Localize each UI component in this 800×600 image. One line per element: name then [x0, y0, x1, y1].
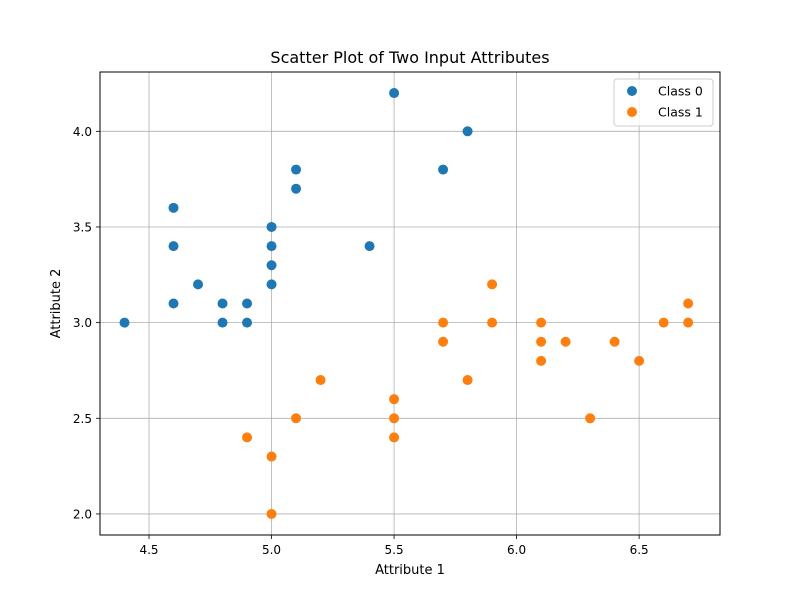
legend-label-class-0: Class 0 — [658, 84, 703, 99]
x-axis-ticks: 4.5 5.0 5.5 6.0 6.5 — [139, 535, 649, 557]
x-tick-label: 5.5 — [385, 543, 404, 557]
scatter-point-class-1 — [536, 336, 547, 347]
y-axis-label: Attribute 2 — [49, 269, 64, 339]
scatter-point-class-1 — [291, 413, 302, 424]
scatter-point-class-1 — [438, 317, 449, 328]
scatter-point-class-0 — [389, 88, 400, 99]
scatter-point-class-0 — [266, 241, 277, 252]
scatter-point-class-1 — [389, 432, 400, 443]
scatter-point-class-1 — [536, 355, 547, 366]
y-tick-label: 3.0 — [73, 316, 92, 330]
y-axis-ticks: 2.0 2.5 3.0 3.5 4.0 — [73, 125, 100, 521]
scatter-point-class-1 — [389, 413, 400, 424]
data-points — [119, 88, 694, 519]
scatter-point-class-1 — [438, 336, 449, 347]
scatter-point-class-0 — [168, 241, 179, 252]
scatter-point-class-1 — [560, 336, 571, 347]
scatter-point-class-1 — [585, 413, 596, 424]
scatter-point-class-0 — [438, 164, 449, 175]
scatter-point-class-0 — [266, 221, 277, 232]
scatter-point-class-0 — [193, 279, 204, 290]
x-tick-label: 6.5 — [630, 543, 649, 557]
scatter-point-class-1 — [683, 298, 694, 309]
x-axis-label: Attribute 1 — [375, 563, 445, 578]
scatter-point-class-1 — [487, 317, 498, 328]
legend-marker-class-0 — [627, 86, 637, 96]
scatter-point-class-1 — [609, 336, 620, 347]
legend-label-class-1: Class 1 — [658, 105, 703, 120]
scatter-point-class-0 — [266, 260, 277, 271]
scatter-point-class-1 — [462, 375, 473, 386]
scatter-point-class-1 — [242, 432, 253, 443]
scatter-point-class-0 — [364, 241, 375, 252]
legend-marker-class-1 — [627, 107, 637, 117]
x-tick-label: 5.0 — [262, 543, 281, 557]
y-tick-label: 2.5 — [73, 412, 92, 426]
scatter-point-class-1 — [266, 508, 277, 519]
scatter-point-class-1 — [487, 279, 498, 290]
x-tick-label: 6.0 — [507, 543, 526, 557]
chart-title: Scatter Plot of Two Input Attributes — [270, 48, 549, 67]
scatter-point-class-1 — [389, 394, 400, 405]
plot-frame — [99, 71, 721, 536]
scatter-point-class-0 — [242, 298, 253, 309]
y-tick-label: 4.0 — [73, 125, 92, 139]
scatter-point-class-0 — [168, 298, 179, 309]
scatter-point-class-0 — [217, 298, 228, 309]
y-tick-label: 2.0 — [73, 507, 92, 521]
x-tick-label: 4.5 — [139, 543, 158, 557]
scatter-point-class-0 — [462, 126, 473, 137]
scatter-point-class-0 — [266, 279, 277, 290]
scatter-point-class-1 — [315, 375, 326, 386]
y-tick-label: 3.5 — [73, 220, 92, 234]
grid-lines — [100, 72, 720, 535]
scatter-point-class-0 — [119, 317, 130, 328]
scatter-point-class-1 — [683, 317, 694, 328]
scatter-point-class-0 — [291, 183, 302, 194]
legend: Class 0 Class 1 — [613, 78, 714, 127]
scatter-point-class-1 — [536, 317, 547, 328]
scatter-point-class-1 — [658, 317, 669, 328]
scatter-point-class-0 — [291, 164, 302, 175]
scatter-point-class-1 — [266, 451, 277, 462]
scatter-point-class-1 — [634, 355, 645, 366]
scatter-point-class-0 — [168, 202, 179, 213]
scatter-point-class-0 — [242, 317, 253, 328]
legend-box — [613, 78, 714, 127]
scatter-point-class-0 — [217, 317, 228, 328]
